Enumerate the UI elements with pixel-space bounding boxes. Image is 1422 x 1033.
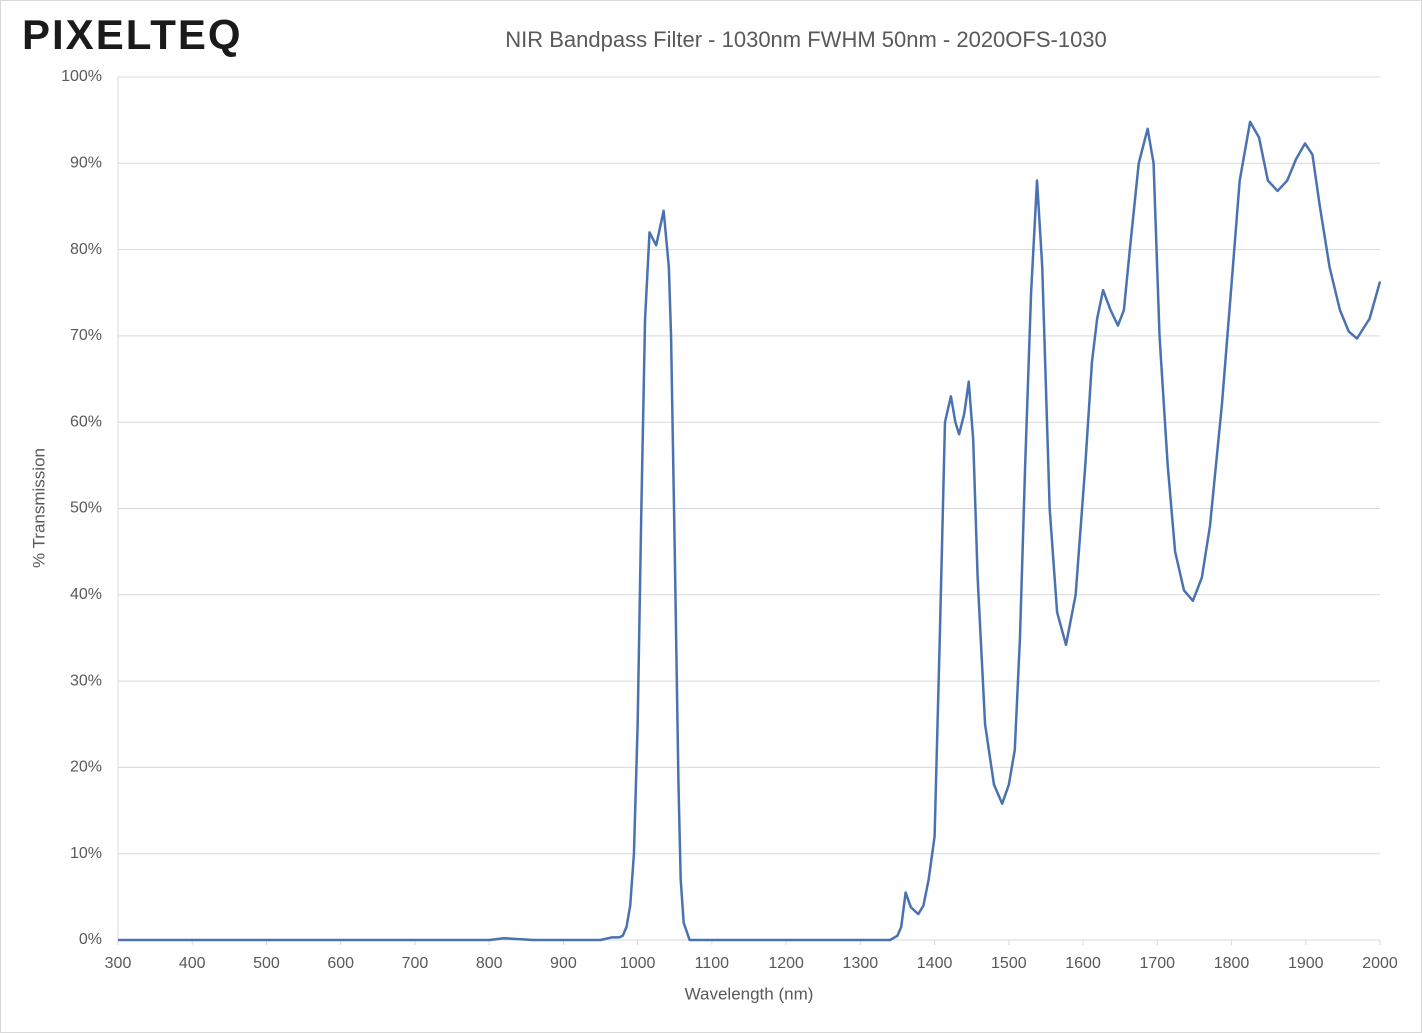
x-tick-label: 800 <box>476 955 503 972</box>
x-tick-label: 1400 <box>917 955 953 972</box>
logo: PIXELTEQ <box>22 11 243 58</box>
y-tick-label: 0% <box>79 931 102 948</box>
x-tick-label: 1000 <box>620 955 656 972</box>
x-tick-label: 1700 <box>1139 955 1175 972</box>
x-tick-label: 1800 <box>1214 955 1250 972</box>
x-tick-label: 900 <box>550 955 577 972</box>
x-tick-label: 2000 <box>1362 955 1398 972</box>
y-tick-label: 90% <box>70 155 102 172</box>
y-tick-label: 70% <box>70 327 102 344</box>
x-tick-label: 1600 <box>1065 955 1101 972</box>
x-tick-label: 1900 <box>1288 955 1324 972</box>
y-tick-label: 30% <box>70 672 102 689</box>
y-tick-label: 60% <box>70 413 102 430</box>
x-tick-label: 300 <box>105 955 132 972</box>
x-axis-label: Wavelength (nm) <box>685 984 814 1003</box>
y-axis-label: % Transmission <box>29 448 48 568</box>
y-tick-label: 80% <box>70 241 102 258</box>
y-tick-label: 40% <box>70 586 102 603</box>
x-tick-label: 1300 <box>843 955 879 972</box>
x-tick-label: 600 <box>327 955 354 972</box>
y-tick-label: 10% <box>70 845 102 862</box>
y-tick-label: 50% <box>70 500 102 517</box>
chart-title: NIR Bandpass Filter - 1030nm FWHM 50nm -… <box>505 27 1107 52</box>
x-tick-label: 1500 <box>991 955 1027 972</box>
y-tick-label: 100% <box>61 68 102 85</box>
x-tick-label: 1200 <box>768 955 804 972</box>
transmission-line <box>118 120 1382 942</box>
x-tick-label: 500 <box>253 955 280 972</box>
x-tick-label: 400 <box>179 955 206 972</box>
y-tick-label: 20% <box>70 759 102 776</box>
x-tick-label: 1100 <box>695 955 730 972</box>
x-tick-label: 700 <box>402 955 429 972</box>
